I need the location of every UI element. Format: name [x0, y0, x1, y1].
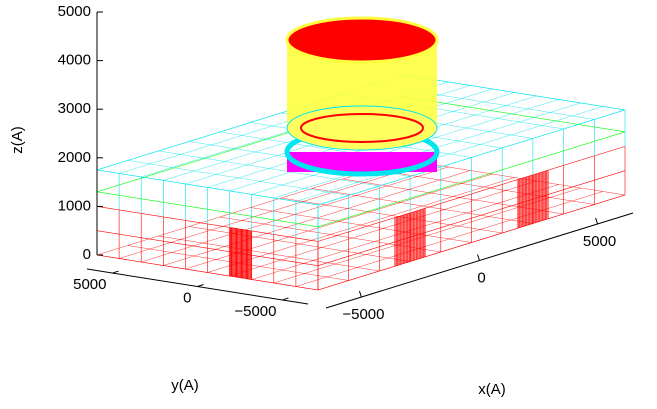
y-tick [198, 285, 204, 287]
x-tick [596, 218, 598, 224]
mesh [97, 18, 625, 290]
cylinder-yellow-bottom [287, 106, 437, 150]
chart: z(A) y(A) x(A) 0 1000 2000 3000 4000 5000 −500… [0, 0, 657, 409]
z-axis-label: z(A) [9, 126, 26, 154]
mesh-line [252, 185, 559, 280]
y-tick [113, 271, 119, 273]
x-tick [359, 291, 361, 297]
z-tick-label: 0 [83, 246, 91, 263]
x-axis-label: x(A) [478, 381, 506, 398]
page: {"chart_data": {"type": "wireframe", "xl… [0, 0, 657, 409]
x-tick-label: −5000 [342, 306, 384, 323]
mesh-line [230, 181, 537, 276]
y-tick-label: −5000 [234, 303, 276, 320]
y-tick [283, 298, 289, 300]
mesh-line [274, 188, 581, 283]
z-tick-label: 4000 [58, 52, 91, 69]
z-tick-label: 3000 [58, 100, 91, 117]
y-tick-label: 0 [183, 289, 191, 306]
y-tick-label: 5000 [73, 276, 106, 293]
z-tick-label: 1000 [58, 197, 91, 214]
x-tick-label: 0 [477, 269, 485, 286]
x-tick [478, 255, 480, 261]
mesh-line [296, 192, 603, 287]
z-tick-label: 2000 [58, 149, 91, 166]
x-tick-label: 5000 [583, 233, 616, 250]
cylinder-top [287, 18, 437, 62]
y-axis-label: y(A) [171, 377, 199, 394]
z-tick-label: 5000 [58, 3, 91, 20]
